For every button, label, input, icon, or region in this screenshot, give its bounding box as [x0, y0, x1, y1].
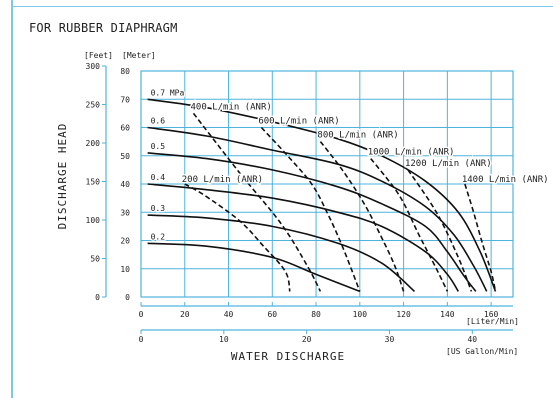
y-meter-tick-label: 0	[125, 293, 130, 302]
air-line-7	[464, 183, 497, 292]
x-tick-label: 80	[311, 310, 321, 319]
pressure-curve-5	[147, 214, 416, 292]
chart-title: FOR RUBBER DIAPHRAGM	[29, 21, 178, 35]
air-line-1	[184, 183, 291, 292]
x-unit-secondary: [US Gallon/Min]	[446, 347, 518, 356]
y-feet-tick-label: 200	[86, 139, 101, 148]
pressure-curve-2	[147, 126, 488, 292]
x-tick-label: 140	[440, 310, 455, 319]
y-meter-tick-label: 70	[120, 95, 130, 104]
y-meter-tick-label: 10	[120, 265, 130, 274]
y-feet-tick-label: 100	[86, 216, 101, 225]
x-unit-primary: [Liter/Min]	[466, 317, 519, 326]
air-label: 1400 L/min (ANR)	[462, 175, 549, 185]
axes: 01020304050607080050100150200250300[Feet…	[56, 51, 519, 363]
air-label: 400 L/min (ANR)	[191, 102, 272, 112]
x-secondary-tick-label: 0	[139, 335, 144, 344]
y-feet-tick-label: 300	[86, 62, 101, 71]
pressure-curve-6	[147, 242, 361, 293]
air-line-2	[192, 112, 322, 292]
pressure-curve-3	[147, 152, 477, 292]
pressure-label: 0.4	[151, 173, 166, 182]
y-meter-tick-label: 60	[120, 124, 130, 133]
x-tick-label: 20	[180, 310, 190, 319]
frame-left-rule	[11, 0, 13, 398]
air-label: 1200 L/min (ANR)	[405, 159, 492, 169]
x-secondary-tick-label: 20	[302, 335, 312, 344]
air-label: 200 L/min (ANR)	[182, 175, 263, 185]
x-tick-label: 40	[224, 310, 234, 319]
pressure-label: 0.7 MPa	[151, 88, 185, 97]
air-line-4	[319, 141, 405, 292]
y-meter-tick-label: 30	[120, 208, 130, 217]
pressure-label: 0.2	[151, 232, 166, 241]
curve-labels: 0.7 MPa 0.6 0.5 0.4 0.3 0.2 200 L/min (ANR) 400…	[149, 87, 550, 243]
x-secondary-tick-label: 10	[219, 335, 229, 344]
y-unit-feet: [Feet]	[84, 51, 113, 60]
x-axis-title: WATER DISCHARGE	[231, 350, 345, 363]
x-tick-label: 0	[139, 310, 144, 319]
pressure-label: 0.5	[151, 142, 166, 151]
pressure-curve-1	[147, 98, 497, 292]
x-secondary-tick-label: 40	[467, 335, 477, 344]
pressure-curves	[147, 98, 497, 293]
air-line-6	[407, 169, 473, 292]
y-unit-meter: [Meter]	[122, 51, 156, 60]
air-label: 1000 L/min (ANR)	[368, 148, 455, 158]
air-line-3	[260, 126, 361, 292]
y-meter-tick-label: 80	[120, 67, 130, 76]
x-tick-label: 120	[396, 310, 411, 319]
x-tick-label: 160	[484, 310, 499, 319]
y-meter-tick-label: 40	[120, 180, 130, 189]
pressure-label: 0.6	[151, 117, 166, 126]
x-tick-label: 100	[353, 310, 368, 319]
air-line-5	[370, 158, 449, 292]
frame-top-rule	[11, 6, 553, 7]
y-axis-title: DISCHARGE HEAD	[56, 123, 69, 230]
pressure-curve-4	[147, 183, 459, 292]
y-meter-tick-label: 20	[120, 237, 130, 246]
y-feet-tick-label: 150	[86, 178, 101, 187]
y-meter-tick-label: 50	[120, 152, 130, 161]
y-feet-tick-label: 250	[86, 101, 101, 110]
pressure-label: 0.3	[151, 204, 166, 213]
x-tick-label: 60	[267, 310, 277, 319]
air-label: 600 L/min (ANR)	[258, 117, 339, 127]
y-feet-tick-label: 0	[95, 293, 100, 302]
x-secondary-tick-label: 30	[385, 335, 395, 344]
y-feet-tick-label: 50	[90, 255, 100, 264]
air-label: 800 L/min (ANR)	[317, 131, 398, 141]
